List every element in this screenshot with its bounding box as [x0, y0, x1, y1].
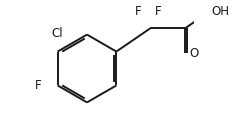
Text: OH: OH: [211, 5, 229, 18]
Text: F: F: [155, 5, 162, 18]
Text: F: F: [35, 79, 41, 92]
Text: F: F: [135, 5, 142, 18]
Text: O: O: [189, 47, 198, 60]
Text: Cl: Cl: [51, 27, 62, 40]
